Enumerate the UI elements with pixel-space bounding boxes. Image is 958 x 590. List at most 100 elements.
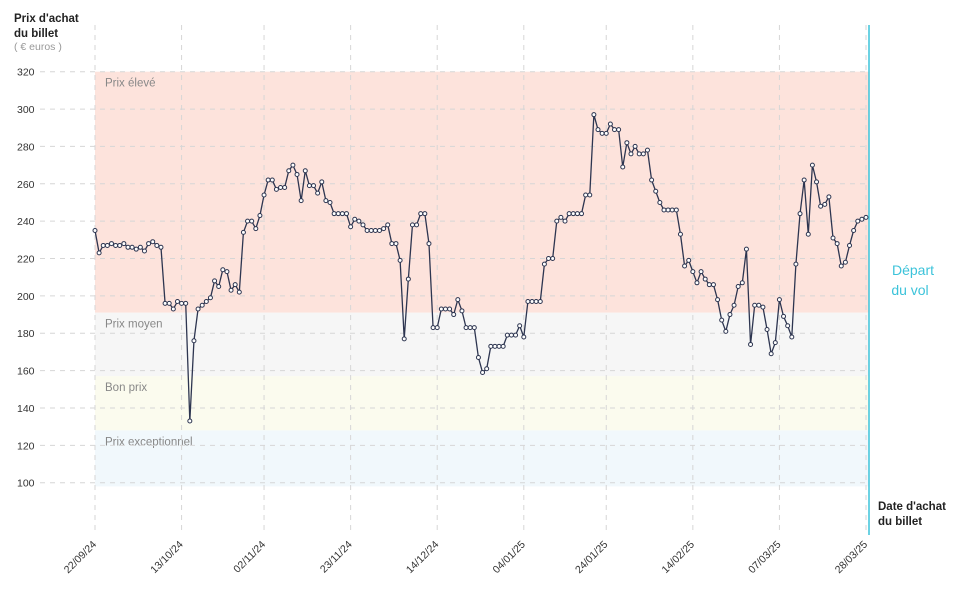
- price-point: [801, 177, 807, 183]
- price-point: [537, 298, 543, 304]
- x-tick-label: 28/03/25: [833, 539, 870, 576]
- price-point: [488, 343, 494, 349]
- price-point: [826, 194, 832, 200]
- price-point: [521, 334, 527, 340]
- price-point: [863, 214, 869, 220]
- price-point: [220, 267, 226, 273]
- price-point: [533, 298, 539, 304]
- price-point: [438, 306, 444, 312]
- price-point: [834, 241, 840, 247]
- price-point: [286, 168, 292, 174]
- price-point: [356, 218, 362, 224]
- price-point: [665, 207, 671, 213]
- price-point: [269, 177, 275, 183]
- price-point: [187, 418, 193, 424]
- price-point: [682, 263, 688, 269]
- price-point: [830, 235, 836, 241]
- price-point: [216, 284, 222, 290]
- price-point: [199, 302, 205, 308]
- price-point: [513, 332, 519, 338]
- price-point: [723, 328, 729, 334]
- price-point: [686, 257, 692, 263]
- price-point: [822, 201, 828, 207]
- price-point: [541, 261, 547, 267]
- price-point: [743, 246, 749, 252]
- x-tick-label: 23/11/24: [318, 539, 355, 576]
- price-point: [785, 323, 791, 329]
- price-point: [756, 302, 762, 308]
- price-point: [195, 306, 201, 312]
- price-point: [451, 312, 457, 318]
- price-point: [409, 222, 415, 228]
- y-tick-label: 180: [17, 328, 35, 340]
- x-tick-label: 02/11/24: [231, 539, 268, 576]
- price-point: [591, 112, 597, 118]
- price-point: [389, 241, 395, 247]
- y-tick-label: 160: [17, 366, 35, 378]
- price-point: [133, 246, 139, 252]
- price-point: [809, 162, 815, 168]
- x-axis-label: du billet: [878, 516, 922, 528]
- price-point: [653, 188, 659, 194]
- price-point: [253, 226, 259, 232]
- price-point: [764, 327, 770, 333]
- price-point: [842, 259, 848, 265]
- price-point: [397, 257, 403, 263]
- price-point: [265, 177, 271, 183]
- price-point: [492, 343, 498, 349]
- price-point: [706, 282, 712, 288]
- price-point: [447, 306, 453, 312]
- price-point: [859, 216, 865, 222]
- y-tick-label: 140: [17, 403, 35, 415]
- price-point: [636, 151, 642, 157]
- price-point: [644, 147, 650, 153]
- price-point: [257, 213, 263, 219]
- price-point: [463, 325, 469, 331]
- price-point: [278, 185, 284, 191]
- price-point: [434, 325, 440, 331]
- price-point: [364, 227, 370, 233]
- y-tick-label: 280: [17, 141, 35, 153]
- price-point: [430, 325, 436, 331]
- price-point: [715, 297, 721, 303]
- price-point: [385, 222, 391, 228]
- price-point: [855, 218, 861, 224]
- price-point: [467, 325, 473, 331]
- price-point: [558, 214, 564, 220]
- price-point: [574, 211, 580, 217]
- price-point: [393, 241, 399, 247]
- price-point: [158, 244, 164, 250]
- price-point: [768, 351, 774, 357]
- y-tick-label: 120: [17, 440, 35, 452]
- price-point: [323, 198, 329, 204]
- price-point: [620, 164, 626, 170]
- price-point: [657, 199, 663, 205]
- band-label: Prix moyen: [105, 319, 163, 331]
- price-point: [372, 227, 378, 233]
- price-point: [748, 341, 754, 347]
- price-point: [125, 244, 131, 250]
- price-point: [508, 332, 514, 338]
- departure-label: du vol: [891, 282, 928, 298]
- band-label: Prix exceptionnel: [105, 436, 193, 448]
- price-point: [632, 143, 638, 149]
- price-band: [95, 71, 869, 313]
- y-tick-label: 300: [17, 104, 35, 116]
- price-point: [525, 298, 531, 304]
- price-point: [459, 308, 465, 314]
- price-point: [628, 151, 634, 157]
- price-point: [418, 211, 424, 217]
- price-point: [261, 192, 267, 198]
- y-tick-label: 200: [17, 291, 35, 303]
- price-point: [504, 332, 510, 338]
- price-point: [203, 298, 209, 304]
- price-point: [677, 231, 683, 237]
- price-point: [121, 241, 127, 247]
- price-point: [772, 340, 778, 346]
- price-point: [471, 325, 477, 331]
- price-point: [426, 241, 432, 247]
- y-tick-label: 320: [17, 67, 35, 79]
- price-point: [727, 312, 733, 318]
- price-point: [710, 282, 716, 288]
